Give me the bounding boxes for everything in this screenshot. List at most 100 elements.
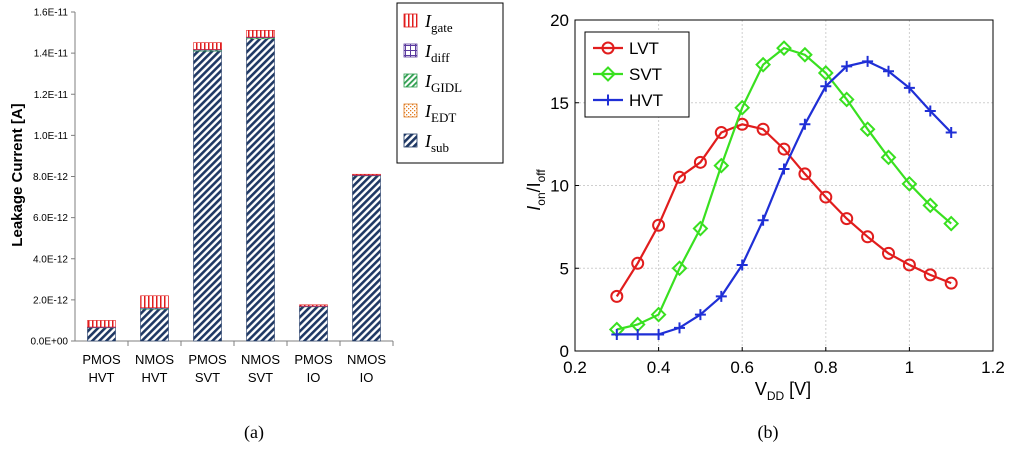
data-point-hvt xyxy=(778,163,790,175)
data-point-lvt xyxy=(819,190,833,204)
data-point-lvt xyxy=(631,256,645,270)
data-point-hvt xyxy=(715,290,727,302)
legend-marker-hvt xyxy=(602,94,614,106)
x-tick-label: 0.8 xyxy=(814,358,838,377)
bar-segment-sub xyxy=(140,308,169,342)
data-point-svt xyxy=(776,40,792,57)
data-point-hvt xyxy=(694,309,706,321)
y-tick-label: 2.0E-12 xyxy=(33,295,68,306)
y-tick-label: 0 xyxy=(560,342,569,361)
data-point-hvt xyxy=(611,328,623,340)
x-tick-label: NMOS xyxy=(135,352,174,367)
data-point-hvt xyxy=(799,118,811,130)
legend-swatch-diff xyxy=(403,43,418,58)
legend-entry-diff: Idiff xyxy=(424,41,450,65)
data-point-svt xyxy=(734,99,751,116)
y-tick-label: 1.4E-11 xyxy=(34,49,69,60)
series-line-lvt xyxy=(615,123,952,297)
data-point-svt xyxy=(671,260,688,277)
x-tick-label: PMOS xyxy=(188,352,227,367)
bar-chart-x-labels: PMOS HVT NMOS HVT PMOS SVT NMOS SVT PMOS IO NMOS IO xyxy=(82,341,394,385)
bar-segment-sub xyxy=(352,175,381,342)
y-tick-label: 10 xyxy=(550,177,569,196)
legend-entry-gate: Igate xyxy=(424,11,453,35)
data-point-svt xyxy=(880,149,897,166)
y-tick-label: 1.2E-11 xyxy=(34,90,69,101)
data-point-svt xyxy=(901,175,918,192)
x-tick-label: PMOS xyxy=(82,352,121,367)
legend-marker-svt xyxy=(600,66,616,82)
legend-label-svt: SVT xyxy=(629,65,662,84)
line-chart-frame xyxy=(574,19,994,352)
data-point-lvt xyxy=(882,246,895,260)
line-chart-x-axis-label: VDD [V] xyxy=(755,379,811,403)
data-point-hvt xyxy=(841,60,853,72)
x-tick-label: HVT xyxy=(89,370,115,385)
data-point-hvt xyxy=(862,55,874,67)
data-point-lvt xyxy=(944,276,958,290)
data-point-hvt xyxy=(632,328,644,340)
data-point-svt xyxy=(922,197,939,214)
bar-segment-sub xyxy=(246,38,275,342)
bar-segment-gate xyxy=(299,304,328,307)
legend-label-lvt: LVT xyxy=(629,39,659,58)
y-tick-label: 1.0E-11 xyxy=(34,131,69,142)
x-tick-label: 0.4 xyxy=(647,358,671,377)
x-tick-label: HVT xyxy=(142,370,168,385)
legend-entry-hvt: HVT xyxy=(593,91,663,110)
data-point-hvt xyxy=(903,82,915,94)
y-tick-label: 8.0E-12 xyxy=(33,172,68,183)
line-chart-legend: LVT SVT HVT xyxy=(584,31,690,118)
bar-chart-y-axis-label: Leakage Current [A] xyxy=(9,103,26,246)
data-point-svt xyxy=(817,65,834,81)
data-point-svt xyxy=(650,306,667,323)
data-point-lvt xyxy=(714,126,728,140)
y-tick-label: 0.0E+00 xyxy=(30,337,68,348)
data-point-hvt xyxy=(736,259,748,271)
data-point-lvt xyxy=(840,212,854,226)
line-chart-series xyxy=(608,40,960,340)
data-point-svt xyxy=(796,46,813,63)
leakage-bar-chart: 0.0E+00 2.0E-12 4.0E-12 6.0E-12 8.0E-12 1.0E-… xyxy=(9,2,504,443)
data-point-lvt xyxy=(673,170,686,184)
data-point-lvt xyxy=(756,122,770,136)
bar-segment-gate xyxy=(87,320,116,328)
data-point-svt xyxy=(943,215,960,232)
data-point-svt xyxy=(755,56,772,73)
bar-segment-gate xyxy=(352,173,381,176)
data-point-hvt xyxy=(883,65,894,77)
x-tick-label: NMOS xyxy=(241,352,280,367)
data-point-svt xyxy=(859,121,876,138)
series-svt xyxy=(608,40,960,338)
data-point-lvt xyxy=(652,218,666,232)
panel-label-a: (a) xyxy=(244,422,264,443)
legend-entry-svt: SVT xyxy=(593,65,662,84)
legend-swatch-gidl xyxy=(403,73,418,88)
legend-entry-edt: IEDT xyxy=(424,101,456,125)
series-lvt xyxy=(610,117,958,303)
data-point-hvt xyxy=(820,80,832,92)
data-point-lvt xyxy=(798,167,812,181)
data-point-lvt xyxy=(777,142,791,156)
data-point-lvt xyxy=(902,258,916,272)
x-tick-label: 0.6 xyxy=(730,358,754,377)
series-line-svt xyxy=(616,46,952,331)
data-point-svt xyxy=(713,157,730,174)
bar-chart-legend: Igate Idiff IGIDL IEDT Isub xyxy=(396,2,504,164)
bar-segment-gate xyxy=(246,30,275,38)
x-tick-label: SVT xyxy=(195,370,220,385)
x-tick-label: IO xyxy=(360,370,374,385)
data-point-lvt xyxy=(923,268,937,282)
bar-chart-bars xyxy=(87,30,381,342)
data-point-hvt xyxy=(653,328,665,340)
bar-segment-gate xyxy=(193,42,222,50)
x-tick-label: 0.2 xyxy=(563,358,587,377)
data-point-hvt xyxy=(924,105,936,117)
y-tick-label: 1.6E-11 xyxy=(34,8,69,19)
data-point-hvt xyxy=(757,214,769,226)
x-tick-label: IO xyxy=(307,370,321,385)
legend-marker-lvt xyxy=(601,41,615,55)
bar-chart-y-ticks: 0.0E+00 2.0E-12 4.0E-12 6.0E-12 8.0E-12 1.0E-… xyxy=(30,8,75,348)
data-point-svt xyxy=(692,220,709,237)
